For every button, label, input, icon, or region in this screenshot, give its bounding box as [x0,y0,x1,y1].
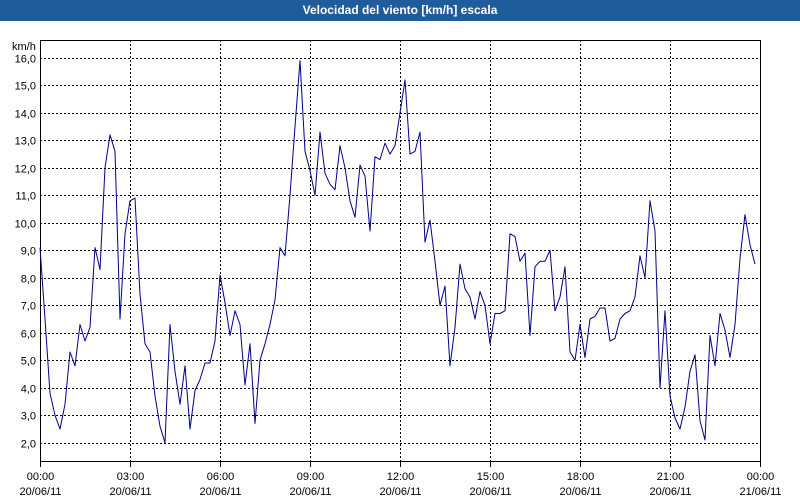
y-tick-label: 4,0 [21,384,36,396]
x-tick-label-date: 21/06/11 [739,486,781,498]
x-tick-label-time: 06:00 [207,471,235,483]
y-tick-label: 7,0 [21,301,36,313]
x-tick-label-time: 21:00 [657,471,685,483]
gridlines [40,40,760,462]
y-tick-label: 5,0 [21,356,36,368]
y-tick-label: 10,0 [15,219,36,231]
x-tick-label-date: 20/06/11 [469,486,511,498]
x-tick-label-time: 03:00 [117,471,145,483]
x-tick-label-time: 18:00 [567,471,595,483]
y-tick-label: 15,0 [15,81,36,93]
x-tick-label-date: 20/06/11 [109,486,151,498]
x-tick-label-date: 20/06/11 [379,486,421,498]
y-tick-label: 8,0 [21,274,36,286]
x-tick-label-date: 20/06/11 [199,486,241,498]
x-tick-label-time: 09:00 [297,471,325,483]
series-line [39,60,756,444]
x-tick-label-time: 12:00 [387,471,415,483]
y-tick-label: 13,0 [15,136,36,148]
x-tick-label-date: 20/06/11 [559,486,601,498]
y-tick-label: 14,0 [15,109,36,121]
x-tick-labels: 00:00 20/06/11 03:00 20/06/11 06:00 20/06/11 0… [19,471,781,498]
x-tick-marks [40,462,761,467]
x-tick-label-time: 15:00 [477,471,505,483]
x-tick-label-date: 20/06/11 [289,486,331,498]
y-axis-label: km/h [12,41,36,53]
y-tick-label: 3,0 [21,411,36,423]
y-tick-label: 12,0 [15,164,36,176]
x-tick-label-time: 00:00 [27,471,55,483]
x-tick-label-date: 20/06/11 [649,486,691,498]
y-tick-label: 6,0 [21,329,36,341]
y-tick-label: 9,0 [21,246,36,258]
y-tick-labels: 2,0 3,0 4,0 5,0 6,0 7,0 8,0 9,0 10,0 11,0 12,0 13,0… [15,54,36,451]
x-tick-label-date: 20/06/11 [19,486,61,498]
y-tick-label: 2,0 [21,439,36,451]
chart-title: Velocidad del viento [km/h] escala [0,0,800,21]
x-tick-label-time: 00:00 [747,471,775,483]
y-tick-label: 16,0 [15,54,36,66]
y-tick-label: 11,0 [15,191,36,203]
